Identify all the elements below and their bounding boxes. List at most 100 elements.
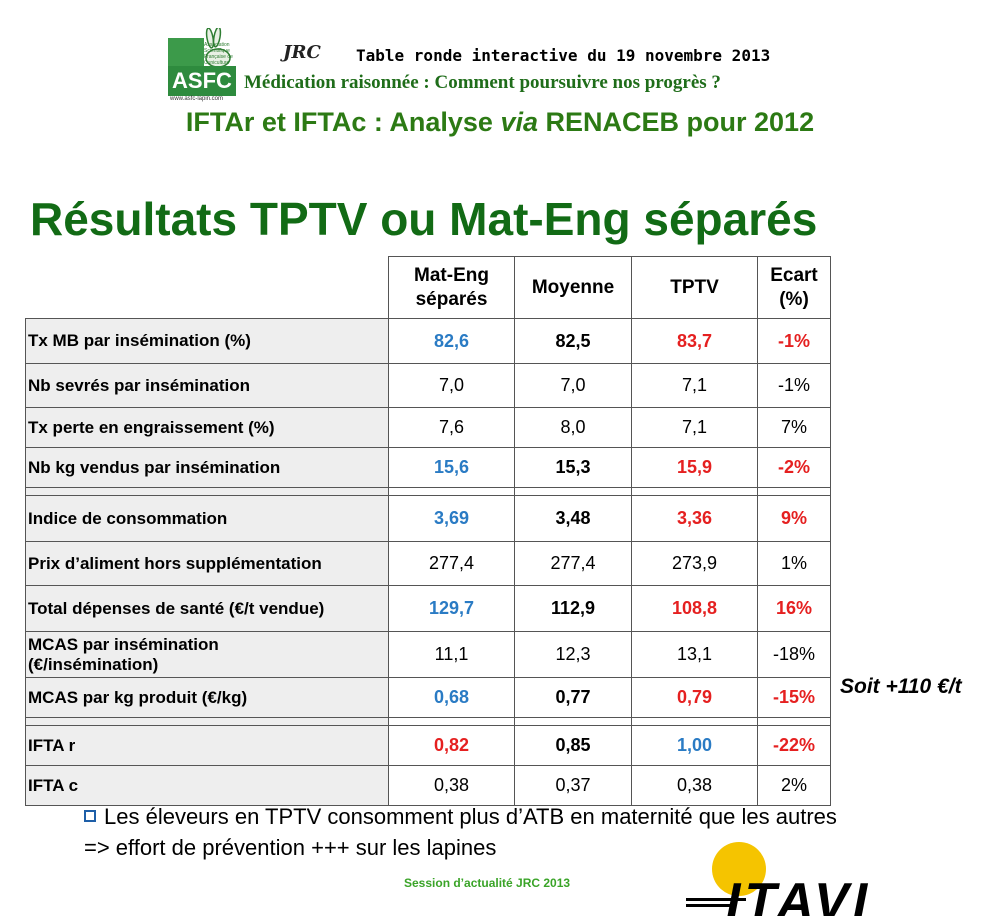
asfc-logo-small-text: Association Scientifique Française de Cu…	[204, 42, 233, 66]
table-separator	[25, 487, 831, 496]
cell-ecart: -2%	[757, 447, 831, 488]
cell-ecart: 2%	[757, 765, 831, 806]
cell-ecart: -1%	[757, 318, 831, 364]
cell-mat-eng: 3,69	[388, 495, 515, 542]
header-ecart: Ecart (%)	[757, 256, 831, 319]
cell-moyenne: 3,48	[514, 495, 632, 542]
checkbox-bullet-icon	[84, 810, 96, 822]
cell-ecart: -1%	[757, 363, 831, 408]
header-topic-line: Médication raisonnée : Comment poursuivr…	[244, 72, 721, 93]
cell-moyenne: 277,4	[514, 541, 632, 586]
cell-mat-eng: 7,6	[388, 407, 515, 448]
header-mat-eng-line1: Mat-Eng	[414, 264, 489, 286]
sun-icon	[712, 842, 766, 896]
table-row: Tx MB par insémination (%) 82,6 82,5 83,…	[25, 318, 831, 364]
cell-tptv: 7,1	[631, 407, 758, 448]
cell-tptv: 7,1	[631, 363, 758, 408]
row-label: IFTA c	[25, 765, 389, 806]
asfc-logo-block	[168, 38, 204, 66]
side-note: Soit +110 €/t	[840, 675, 962, 698]
asfc-logo: Association Scientifique Française de Cu…	[168, 28, 242, 106]
header-ecart-line2: (%)	[779, 288, 809, 310]
cell-moyenne: 12,3	[514, 631, 632, 678]
row-label-line2: (€/insémination)	[28, 654, 159, 674]
header-mat-eng: Mat-Eng séparés	[388, 256, 515, 319]
cell-ecart: -15%	[757, 677, 831, 718]
cell-moyenne: 8,0	[514, 407, 632, 448]
row-label: Tx MB par insémination (%)	[25, 318, 389, 364]
cell-tptv: 83,7	[631, 318, 758, 364]
cell-mat-eng: 15,6	[388, 447, 515, 488]
header-event-line: Table ronde interactive du 19 novembre 2…	[356, 46, 771, 65]
page-title: Résultats TPTV ou Mat-Eng séparés	[30, 193, 818, 245]
bullet-line-1: Les éleveurs en TPTV consomment plus d’A…	[84, 804, 837, 830]
table-row: Indice de consommation 3,69 3,48 3,36 9%	[25, 495, 831, 542]
cell-mat-eng: 7,0	[388, 363, 515, 408]
header-subtitle: IFTAr et IFTAc : Analyse via RENACEB pou…	[0, 107, 1000, 138]
table-row: MCAS par insémination (€/insémination) 11…	[25, 631, 831, 678]
cell-mat-eng: 82,6	[388, 318, 515, 364]
cell-moyenne: 7,0	[514, 363, 632, 408]
cell-tptv: 0,38	[631, 765, 758, 806]
asfc-logo-box	[168, 66, 236, 96]
footer-session: Session d’actualité JRC 2013	[404, 876, 571, 890]
row-label: Nb kg vendus par insémination	[25, 447, 389, 488]
cell-mat-eng: 11,1	[388, 631, 515, 678]
table-row: Nb kg vendus par insémination 15,6 15,3 …	[25, 447, 831, 488]
cell-moyenne: 112,9	[514, 585, 632, 632]
cell-tptv: 108,8	[631, 585, 758, 632]
subtitle-part-2: RENACEB pour 2012	[538, 107, 815, 137]
header-blank-cell	[25, 256, 389, 319]
table-row: IFTA c 0,38 0,37 0,38 2%	[25, 765, 831, 806]
row-label-line1: MCAS par insémination	[28, 634, 219, 654]
cell-tptv: 3,36	[631, 495, 758, 542]
table-row: Total dépenses de santé (€/t vendue) 129…	[25, 585, 831, 632]
logo-stripe	[686, 898, 746, 901]
header-mat-eng-line2: séparés	[415, 288, 488, 310]
cell-mat-eng: 277,4	[388, 541, 515, 586]
table-header-row: Mat-Eng séparés Moyenne TPTV Ecart (%)	[25, 256, 831, 319]
row-label: Total dépenses de santé (€/t vendue)	[25, 585, 389, 632]
cell-moyenne: 0,77	[514, 677, 632, 718]
bullet-text-1: Les éleveurs en TPTV consomment plus d’A…	[104, 804, 837, 829]
header-ecart-line1: Ecart	[770, 264, 818, 286]
itavi-logo: ITAVI	[686, 838, 986, 916]
cell-ecart: 1%	[757, 541, 831, 586]
cell-mat-eng: 0,68	[388, 677, 515, 718]
table-row: IFTA r 0,82 0,85 1,00 -22%	[25, 725, 831, 766]
cell-tptv: 13,1	[631, 631, 758, 678]
itavi-logo-text: ITAVI	[726, 873, 872, 916]
subtitle-part-1: IFTAr et IFTAc : Analyse	[185, 107, 501, 137]
cell-moyenne: 0,85	[514, 725, 632, 766]
table-row: MCAS par kg produit (€/kg) 0,68 0,77 0,7…	[25, 677, 831, 718]
cell-ecart: 7%	[757, 407, 831, 448]
cell-tptv: 0,79	[631, 677, 758, 718]
cell-moyenne: 82,5	[514, 318, 632, 364]
cell-mat-eng: 0,38	[388, 765, 515, 806]
asfc-logo-text: ASFC	[172, 68, 232, 93]
cell-ecart: 9%	[757, 495, 831, 542]
cell-mat-eng: 129,7	[388, 585, 515, 632]
row-label: MCAS par kg produit (€/kg)	[25, 677, 389, 718]
cell-tptv: 1,00	[631, 725, 758, 766]
row-label: Prix d’aliment hors supplémentation	[25, 541, 389, 586]
cell-ecart: -18%	[757, 631, 831, 678]
cell-mat-eng: 0,82	[388, 725, 515, 766]
table-row: Tx perte en engraissement (%) 7,6 8,0 7,…	[25, 407, 831, 448]
asfc-logo-url: www.asfc-lapin.com	[170, 96, 224, 102]
table-row: Nb sevrés par insémination 7,0 7,0 7,1 -…	[25, 363, 831, 408]
row-label: IFTA r	[25, 725, 389, 766]
row-label: Indice de consommation	[25, 495, 389, 542]
cell-moyenne: 0,37	[514, 765, 632, 806]
row-label: MCAS par insémination (€/insémination)	[25, 631, 389, 678]
results-table: Mat-Eng séparés Moyenne TPTV Ecart (%) Tx …	[25, 256, 831, 806]
row-label: Nb sevrés par insémination	[25, 363, 389, 408]
table-row: Prix d’aliment hors supplémentation 277,…	[25, 541, 831, 586]
bullet-line-2: => effort de prévention +++ sur les lapi…	[84, 835, 497, 860]
cell-moyenne: 15,3	[514, 447, 632, 488]
jrc-logo: JRC	[283, 42, 321, 63]
row-label: Tx perte en engraissement (%)	[25, 407, 389, 448]
logo-stripe	[686, 904, 736, 907]
cell-tptv: 15,9	[631, 447, 758, 488]
table-separator	[25, 717, 831, 726]
